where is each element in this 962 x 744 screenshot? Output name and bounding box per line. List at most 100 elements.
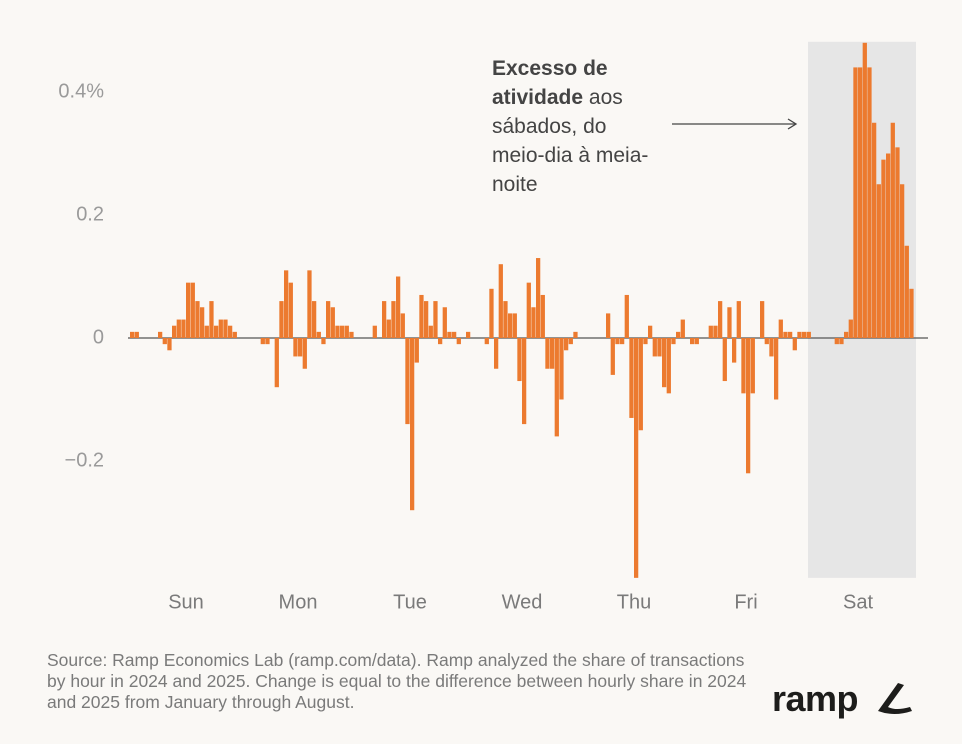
bar: [526, 282, 531, 338]
bar: [774, 338, 779, 400]
bar: [176, 319, 181, 338]
bar: [228, 325, 233, 338]
bar: [788, 331, 793, 338]
bar: [862, 42, 867, 339]
bar: [718, 301, 723, 338]
bar: [452, 331, 457, 338]
bar: [307, 270, 312, 338]
bar: [559, 338, 564, 400]
bar: [839, 338, 844, 345]
bar: [288, 282, 293, 338]
y-tick-label: 0: [93, 326, 104, 348]
bar: [419, 294, 424, 338]
bar: [522, 338, 527, 425]
bar: [797, 331, 802, 338]
bar: [876, 184, 881, 338]
source-note: Source: Ramp Economics Lab (ramp.com/dat…: [47, 650, 747, 712]
bar: [312, 301, 317, 338]
x-tick-label: Tue: [393, 591, 427, 613]
bar: [382, 301, 387, 338]
bar: [764, 338, 769, 345]
bar: [195, 301, 200, 338]
y-tick-label: 0.4%: [58, 80, 104, 102]
bar: [274, 338, 279, 388]
logo-icon: [877, 683, 912, 714]
bar: [624, 294, 629, 338]
bar: [162, 338, 167, 345]
bar: [130, 331, 135, 338]
bar: [172, 325, 177, 338]
bar: [260, 338, 265, 345]
bar: [214, 325, 219, 338]
bar: [508, 313, 513, 338]
bar: [284, 270, 289, 338]
x-tick-label: Mon: [279, 591, 318, 613]
bar: [890, 122, 895, 338]
bar: [190, 282, 195, 338]
bar: [326, 301, 331, 338]
logo: ramp: [772, 678, 914, 720]
bar: [424, 301, 429, 338]
bar: [867, 67, 872, 339]
bar: [293, 338, 298, 357]
x-tick-label: Wed: [502, 591, 543, 613]
bar: [372, 325, 377, 338]
bar: [200, 307, 205, 338]
bar: [466, 331, 471, 338]
bar: [657, 338, 662, 357]
bar: [204, 325, 209, 338]
x-tick-label: Thu: [617, 591, 651, 613]
bar: [340, 325, 345, 338]
bar: [456, 338, 461, 345]
bar: [760, 301, 765, 338]
bar: [858, 67, 863, 339]
bar: [447, 331, 452, 338]
bar: [713, 325, 718, 338]
bar: [405, 338, 410, 425]
bar: [209, 301, 214, 338]
bar: [386, 319, 391, 338]
bar: [330, 307, 335, 338]
bar: [298, 338, 303, 357]
bar: [232, 331, 237, 338]
bar: [620, 338, 625, 345]
bar: [652, 338, 657, 357]
bar: [648, 325, 653, 338]
bar: [610, 338, 615, 375]
bar: [265, 338, 270, 345]
bar: [349, 331, 354, 338]
bar: [540, 294, 545, 338]
bar: [554, 338, 559, 437]
bar: [531, 307, 536, 338]
bar: [783, 331, 788, 338]
bar: [694, 338, 699, 345]
bar: [512, 313, 517, 338]
bar: [218, 319, 223, 338]
bar: [806, 331, 811, 338]
bar: [391, 301, 396, 338]
bar: [615, 338, 620, 345]
bar: [396, 276, 401, 338]
bar: [564, 338, 569, 351]
bar: [134, 331, 139, 338]
bar: [223, 319, 228, 338]
bar: [853, 67, 858, 339]
bar: [181, 319, 186, 338]
y-tick-label: −0.2: [65, 449, 104, 471]
bar: [638, 338, 643, 431]
bar: [727, 307, 732, 338]
x-tick-label: Sat: [843, 591, 873, 613]
bar: [438, 338, 443, 345]
bar: [741, 338, 746, 394]
x-tick-label: Fri: [734, 591, 757, 613]
bar: [414, 338, 419, 363]
bar: [708, 325, 713, 338]
bar: [167, 338, 172, 351]
bar: [802, 331, 807, 338]
bar: [400, 313, 405, 338]
bar: [302, 338, 307, 369]
bar: [904, 245, 909, 338]
bar: [186, 282, 191, 338]
